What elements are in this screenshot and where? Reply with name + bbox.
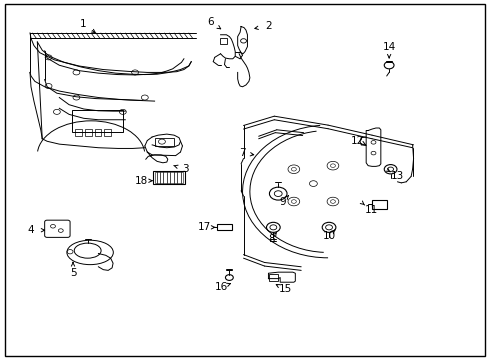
Text: 12: 12 <box>351 136 364 145</box>
Text: 4: 4 <box>27 225 34 235</box>
Text: 15: 15 <box>278 284 292 294</box>
Bar <box>270 274 278 281</box>
Bar <box>72 110 123 132</box>
Bar <box>155 172 183 183</box>
Ellipse shape <box>67 240 113 265</box>
Text: 17: 17 <box>198 222 212 232</box>
Ellipse shape <box>74 243 101 258</box>
Text: 7: 7 <box>239 148 246 158</box>
Bar <box>104 130 111 136</box>
Bar <box>217 225 232 230</box>
Text: 9: 9 <box>280 197 287 207</box>
Bar <box>155 138 174 145</box>
Text: 11: 11 <box>365 206 378 216</box>
Text: 16: 16 <box>215 282 228 292</box>
Text: 3: 3 <box>182 164 189 174</box>
Bar <box>85 130 92 136</box>
Text: 8: 8 <box>269 234 275 244</box>
FancyBboxPatch shape <box>45 220 70 237</box>
Bar <box>153 171 185 184</box>
Bar <box>95 130 101 136</box>
Text: 14: 14 <box>383 42 396 52</box>
Text: 13: 13 <box>391 171 404 181</box>
Bar <box>75 130 82 136</box>
Text: 18: 18 <box>135 176 148 186</box>
Text: 1: 1 <box>79 19 86 29</box>
Bar <box>372 200 387 209</box>
Text: 5: 5 <box>70 267 76 278</box>
Bar <box>220 38 227 44</box>
Text: 6: 6 <box>207 17 214 27</box>
Text: 10: 10 <box>322 231 336 240</box>
Text: 2: 2 <box>265 21 272 31</box>
